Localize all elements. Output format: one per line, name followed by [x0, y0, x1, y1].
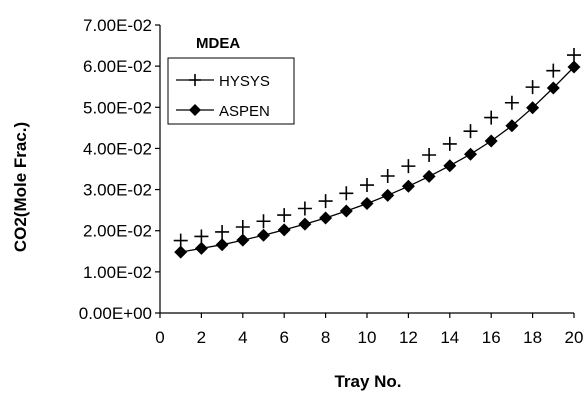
point-aspen: [484, 134, 498, 148]
point-hysys: [256, 214, 271, 229]
x-axis-title: Tray No.: [334, 372, 401, 391]
point-aspen: [526, 101, 540, 115]
point-aspen: [401, 179, 415, 193]
legend-item-aspen: ASPEN: [176, 103, 270, 120]
x-tick-label: 8: [321, 328, 330, 347]
point-hysys: [194, 229, 209, 244]
point-hysys: [546, 63, 561, 78]
legend-marker-diamond: [189, 104, 201, 116]
x-tick-label: 18: [523, 328, 542, 347]
legend: MDEA HYSYS ASPEN: [167, 35, 295, 125]
point-aspen: [298, 217, 312, 231]
point-hysys: [380, 168, 395, 183]
x-tick-label: 14: [440, 328, 459, 347]
point-hysys: [297, 201, 312, 216]
point-aspen: [546, 81, 560, 95]
point-hysys: [442, 136, 457, 151]
point-hysys: [318, 194, 333, 209]
x-tick-label: 0: [155, 328, 164, 347]
x-tick-label: 20: [565, 328, 584, 347]
x-tick-label: 16: [482, 328, 501, 347]
y-tick-label: 5.00E-02: [83, 98, 152, 117]
point-aspen: [567, 60, 581, 74]
point-hysys: [215, 224, 230, 239]
legend-box: [167, 57, 295, 125]
y-tick-label: 0.00E+00: [79, 304, 152, 323]
x-tick-label: 2: [197, 328, 206, 347]
legend-marker-plus: [189, 74, 201, 86]
point-hysys: [463, 124, 478, 139]
y-tick-label: 3.00E-02: [83, 181, 152, 200]
point-hysys: [422, 148, 437, 163]
point-aspen: [339, 204, 353, 218]
point-aspen: [443, 159, 457, 173]
point-hysys: [173, 233, 188, 248]
point-aspen: [319, 211, 333, 225]
legend-label-aspen: ASPEN: [219, 103, 270, 120]
y-tick-label: 7.00E-02: [83, 16, 152, 35]
legend-label-hysys: HYSYS: [219, 73, 270, 90]
point-aspen: [360, 197, 374, 211]
point-aspen: [257, 228, 270, 242]
point-hysys: [401, 159, 416, 174]
point-hysys: [360, 178, 374, 193]
point-hysys: [504, 95, 519, 110]
y-tick-label: 2.00E-02: [83, 222, 152, 241]
point-aspen: [505, 119, 519, 133]
point-aspen: [194, 241, 208, 255]
point-hysys: [525, 80, 540, 95]
legend-title: MDEA: [196, 35, 240, 52]
y-tick-label: 6.00E-02: [83, 57, 152, 76]
point-aspen: [236, 233, 250, 247]
point-hysys: [339, 186, 354, 201]
x-tick-label: 6: [279, 328, 288, 347]
y-tick-label: 4.00E-02: [83, 139, 152, 158]
point-hysys: [484, 110, 499, 125]
x-tick-label: 12: [399, 328, 418, 347]
point-aspen: [174, 245, 188, 259]
point-hysys: [567, 48, 581, 63]
point-hysys: [235, 220, 250, 235]
x-tick-label: 4: [238, 328, 247, 347]
point-aspen: [422, 169, 436, 183]
y-tick-label: 1.00E-02: [83, 263, 152, 282]
y-axis-title: CO2(Mole Frac.): [11, 122, 30, 252]
legend-item-hysys: HYSYS: [176, 73, 270, 90]
point-aspen: [215, 238, 229, 252]
point-hysys: [277, 208, 292, 223]
x-tick-label: 10: [358, 328, 377, 347]
point-aspen: [464, 147, 477, 161]
point-aspen: [381, 188, 395, 202]
point-aspen: [277, 223, 291, 237]
